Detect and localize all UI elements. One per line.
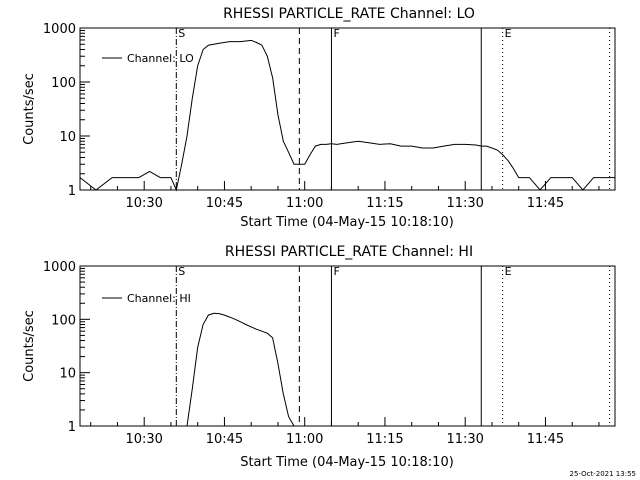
y-tick-label: 1000 (43, 22, 76, 37)
x-tick-label: 11:30 (446, 432, 483, 447)
y-axis: 1 10 100 1000 (43, 260, 90, 435)
y-tick-label: 10 (59, 130, 76, 145)
marker-label: E (505, 27, 512, 40)
plot-frame (79, 27, 616, 191)
x-tick-label: 11:00 (286, 196, 323, 211)
x-tick-label: 11:30 (446, 196, 483, 211)
y-tick-label: 1 (68, 184, 76, 199)
x-tick-label: 11:45 (527, 432, 564, 447)
y-tick-label: 100 (51, 76, 76, 91)
x-axis: 10:30 10:45 11:00 11:15 11:30 11:45 (90, 181, 600, 211)
chart-panel-hi: RHESSI PARTICLE_RATE Channel: HI S F E 1 10… (22, 244, 616, 470)
x-tick-label: 11:45 (527, 196, 564, 211)
legend: Channel: LO (102, 52, 194, 65)
chart-title: RHESSI PARTICLE_RATE Channel: LO (223, 6, 475, 22)
x-axis: 10:30 10:45 11:00 11:15 11:30 11:45 (90, 417, 600, 447)
x-tick-label: 11:15 (366, 196, 403, 211)
y-tick-label: 1 (68, 420, 76, 435)
x-tick-label: 11:15 (366, 432, 403, 447)
y-tick-label: 100 (51, 313, 76, 328)
y-tick-label: 10 (59, 367, 76, 382)
y-axis-label: Counts/sec (22, 310, 37, 382)
y-axis-label: Counts/sec (22, 73, 37, 145)
series-line-hi (186, 312, 295, 427)
chart-panel-lo: RHESSI PARTICLE_RATE Channel: LO S F E 1 10… (22, 6, 616, 230)
legend-label: Channel: HI (127, 292, 191, 305)
x-axis-label: Start Time (04-May-15 10:18:10) (240, 215, 454, 230)
x-tick-label: 10:45 (206, 432, 243, 447)
x-tick-label: 10:45 (206, 196, 243, 211)
x-tick-label: 11:00 (286, 432, 323, 447)
marker-label: F (333, 27, 339, 40)
marker-label: F (333, 265, 339, 278)
x-tick-label: 10:30 (125, 196, 162, 211)
marker-label: S (178, 265, 185, 278)
series-line-lo (79, 39, 615, 192)
marker-label: E (505, 265, 512, 278)
chart-title: RHESSI PARTICLE_RATE Channel: HI (225, 244, 473, 260)
x-axis-label: Start Time (04-May-15 10:18:10) (240, 455, 454, 470)
marker-label: S (178, 27, 185, 40)
footer-timestamp: 25-Oct-2021 13:55 (570, 470, 636, 478)
y-axis: 1 10 100 1000 (43, 22, 90, 199)
legend: Channel: HI (102, 292, 191, 305)
y-tick-label: 1000 (43, 260, 76, 275)
x-tick-label: 10:30 (125, 432, 162, 447)
legend-label: Channel: LO (127, 52, 194, 65)
plot-frame (79, 265, 616, 427)
